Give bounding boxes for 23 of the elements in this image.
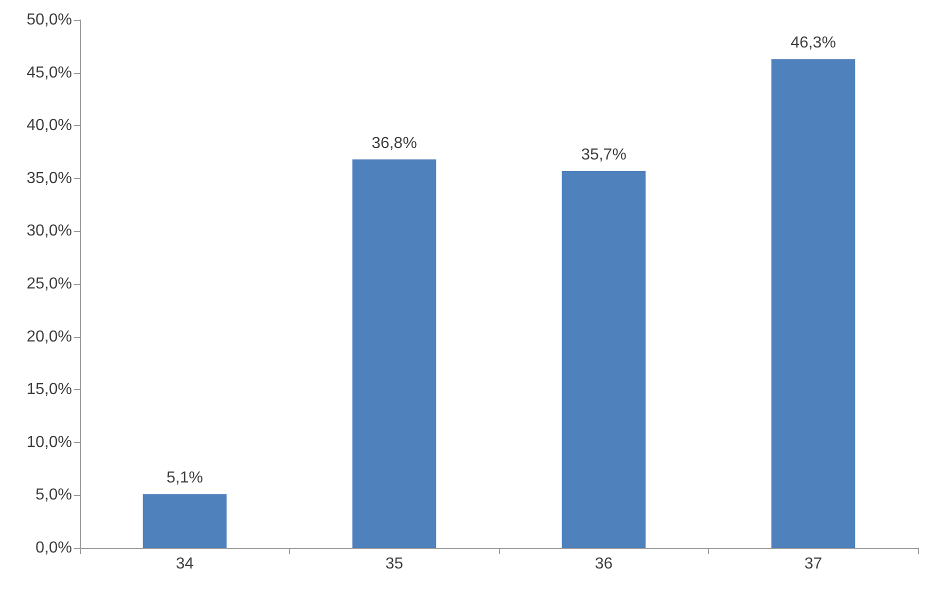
y-tick-label: 0,0% (36, 540, 72, 556)
y-tick-label: 25,0% (26, 276, 72, 292)
y-tick-label: 15,0% (26, 381, 72, 398)
y-tick-label: 35,0% (26, 170, 72, 187)
bar (771, 59, 856, 548)
y-tick-label: 45,0% (26, 64, 72, 82)
y-tick-label: 20,0% (26, 328, 72, 346)
x-tick-label: 34 (176, 556, 194, 572)
y-tick-label: 5,0% (36, 486, 72, 504)
bar (352, 159, 436, 548)
x-tick-label: 37 (804, 556, 822, 572)
data-label: 46,3% (790, 34, 836, 52)
y-tick-label: 50,0% (26, 12, 72, 28)
data-label: 5,1% (166, 470, 203, 487)
bar (142, 494, 227, 548)
y-tick-label: 30,0% (26, 222, 72, 240)
data-label: 36,8% (372, 134, 417, 152)
y-tick-label: 40,0% (26, 117, 72, 134)
x-tick-label: 35 (385, 556, 404, 572)
x-tick-label: 36 (594, 556, 613, 572)
bar (562, 171, 646, 548)
data-label: 35,7% (581, 146, 626, 164)
y-tick-label: 10,0% (26, 434, 72, 451)
